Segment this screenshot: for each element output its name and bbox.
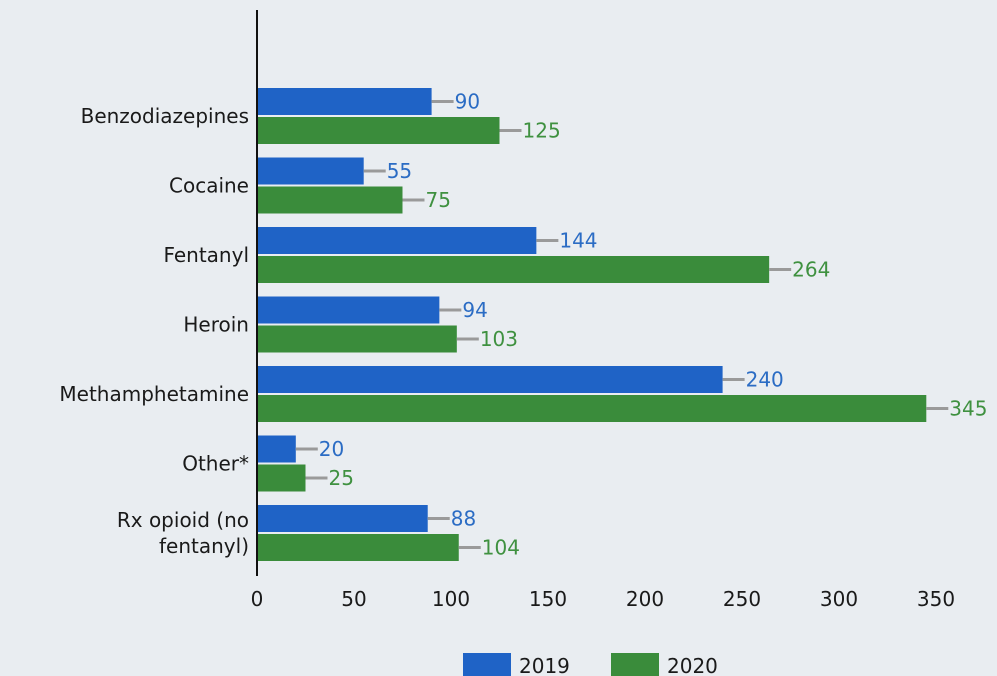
category-label-0: Benzodiazepines bbox=[81, 104, 249, 128]
category-label-3: Heroin bbox=[183, 313, 249, 337]
category-label-1: Cocaine bbox=[169, 174, 249, 198]
x-tick-label-1: 50 bbox=[341, 587, 366, 611]
category-labels-layer: Benzodiazepines Cocaine Fentanyl Heroin Meth… bbox=[59, 104, 249, 558]
bar-2020-5 bbox=[257, 464, 306, 492]
category-label-6-line-0: Rx opioid (no bbox=[117, 508, 249, 532]
bar-2020-1 bbox=[257, 186, 403, 214]
data-label-2019-2: 144 bbox=[559, 229, 597, 253]
bar-2019-1 bbox=[257, 157, 364, 185]
x-tick-label-4: 200 bbox=[626, 587, 664, 611]
data-label-2019-0: 90 bbox=[455, 90, 480, 114]
bar-2020-6 bbox=[257, 534, 459, 561]
bar-2019-0 bbox=[257, 88, 432, 115]
legend-label-2019: 2019 bbox=[519, 654, 570, 676]
bar-2020-4 bbox=[257, 395, 927, 422]
legend: 2019 2020 bbox=[463, 653, 718, 676]
data-label-2020-3: 103 bbox=[480, 327, 518, 351]
error-bars-layer bbox=[295, 100, 949, 549]
data-label-2020-0: 125 bbox=[523, 119, 561, 143]
data-label-2019-1: 55 bbox=[387, 159, 412, 183]
x-tick-labels-layer: 0 50 100 150 200 250 300 350 bbox=[251, 587, 955, 611]
data-label-2020-4: 345 bbox=[949, 397, 987, 421]
bars-layer bbox=[257, 88, 927, 561]
category-label-4: Methamphetamine bbox=[59, 382, 249, 406]
bar-2019-6 bbox=[257, 505, 428, 532]
x-tick-label-3: 150 bbox=[529, 587, 567, 611]
data-label-2020-2: 264 bbox=[792, 258, 830, 282]
legend-swatch-2019 bbox=[463, 653, 511, 676]
x-tick-label-7: 350 bbox=[917, 587, 955, 611]
bar-2019-3 bbox=[257, 296, 440, 324]
bar-2019-5 bbox=[257, 435, 296, 463]
category-label-6-line-1: fentanyl) bbox=[159, 534, 249, 558]
bar-2020-3 bbox=[257, 325, 457, 353]
data-label-2019-6: 88 bbox=[451, 507, 476, 531]
category-label-5: Other* bbox=[182, 452, 249, 476]
category-label-2: Fentanyl bbox=[163, 243, 249, 267]
data-label-2019-5: 20 bbox=[319, 437, 344, 461]
x-tick-label-5: 250 bbox=[723, 587, 761, 611]
data-label-2020-6: 104 bbox=[482, 536, 520, 560]
legend-swatch-2020 bbox=[611, 653, 659, 676]
x-tick-label-2: 100 bbox=[432, 587, 470, 611]
bar-2020-0 bbox=[257, 117, 500, 144]
data-label-2020-1: 75 bbox=[426, 188, 451, 212]
legend-label-2020: 2020 bbox=[667, 654, 718, 676]
x-tick-label-0: 0 bbox=[251, 587, 264, 611]
bar-2019-2 bbox=[257, 227, 537, 254]
data-label-2020-5: 25 bbox=[329, 466, 354, 490]
x-tick-label-6: 300 bbox=[820, 587, 858, 611]
bar-2019-4 bbox=[257, 366, 723, 393]
bar-2020-2 bbox=[257, 256, 770, 283]
data-label-2019-3: 94 bbox=[462, 298, 487, 322]
data-label-2019-4: 240 bbox=[746, 368, 784, 392]
